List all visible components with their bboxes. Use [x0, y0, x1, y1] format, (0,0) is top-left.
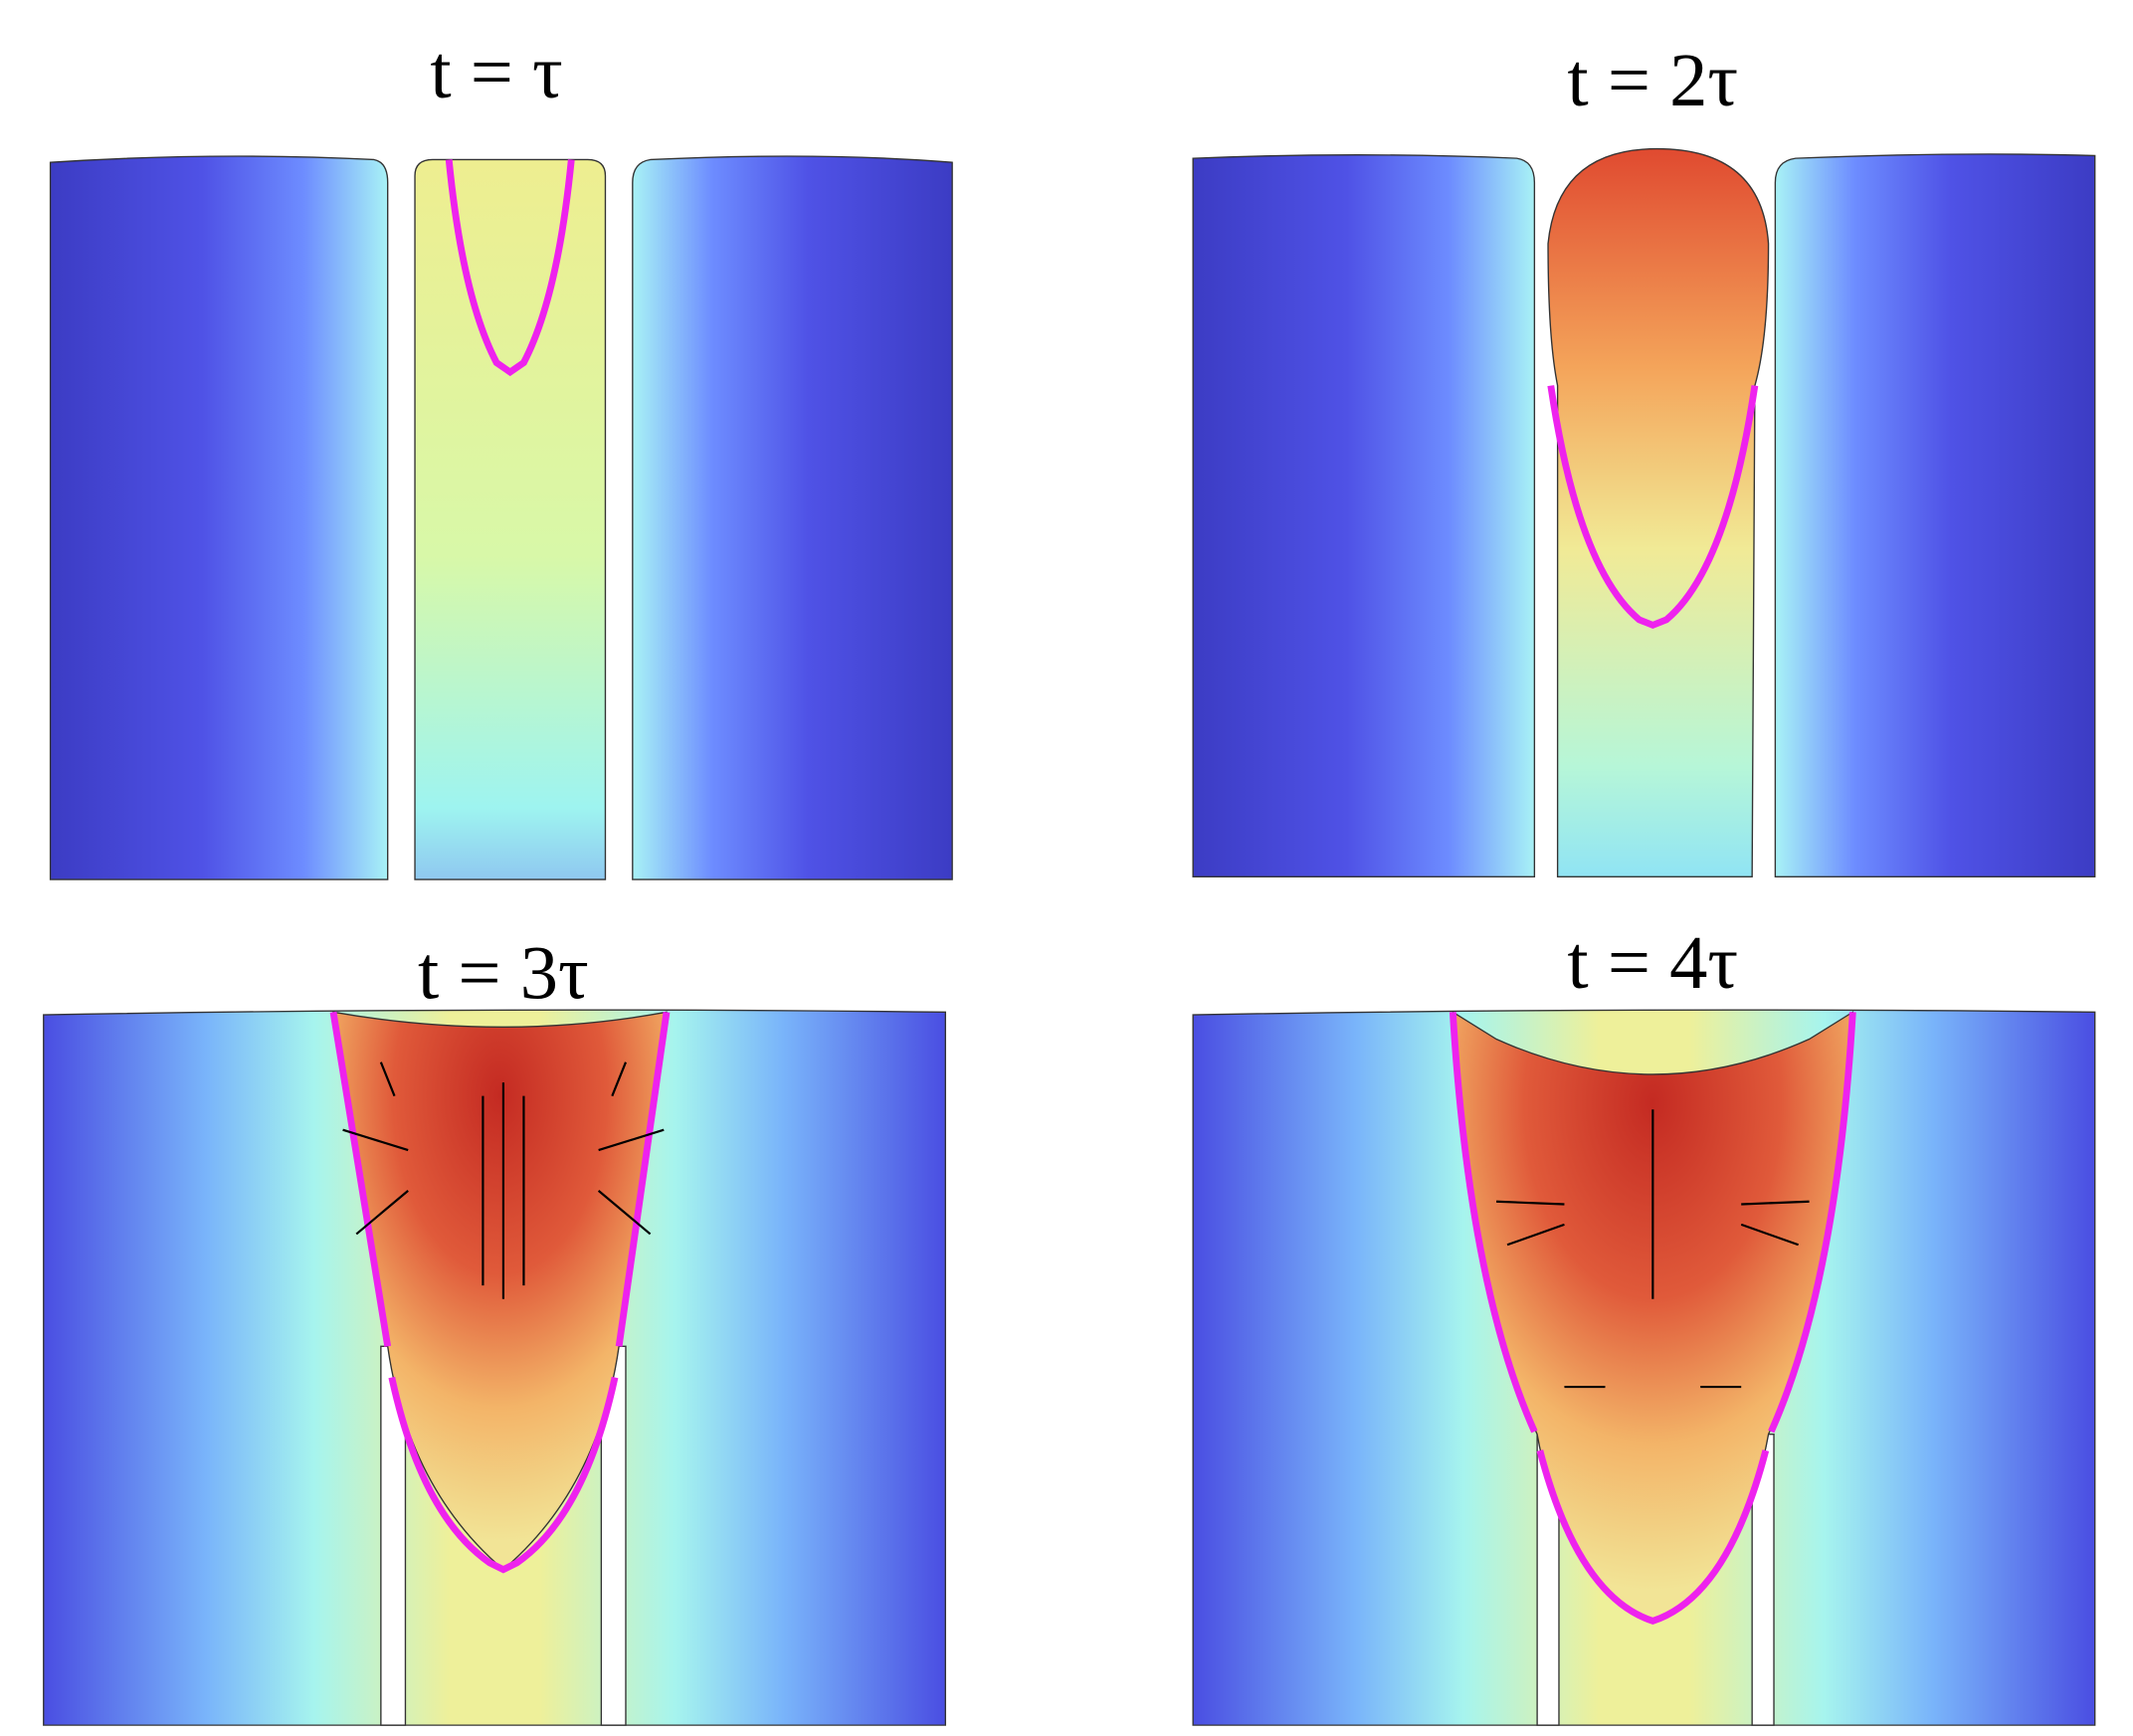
strip	[415, 159, 605, 879]
plate	[1775, 154, 2094, 876]
page: {"panels": [ {"title": "t = τ"}, {"title…	[0, 0, 2133, 1736]
panel-title: t = 4τ	[1567, 920, 1738, 1005]
plate	[633, 156, 952, 879]
panel-title: t = τ	[430, 30, 563, 114]
panel-title: t = 2τ	[1567, 38, 1738, 122]
plate	[1193, 155, 1534, 877]
figure: t = τ t = 2τ t = 3τ t = 4τ	[0, 0, 2133, 1736]
panel-title: t = 3τ	[418, 931, 589, 1016]
plate	[51, 156, 388, 879]
